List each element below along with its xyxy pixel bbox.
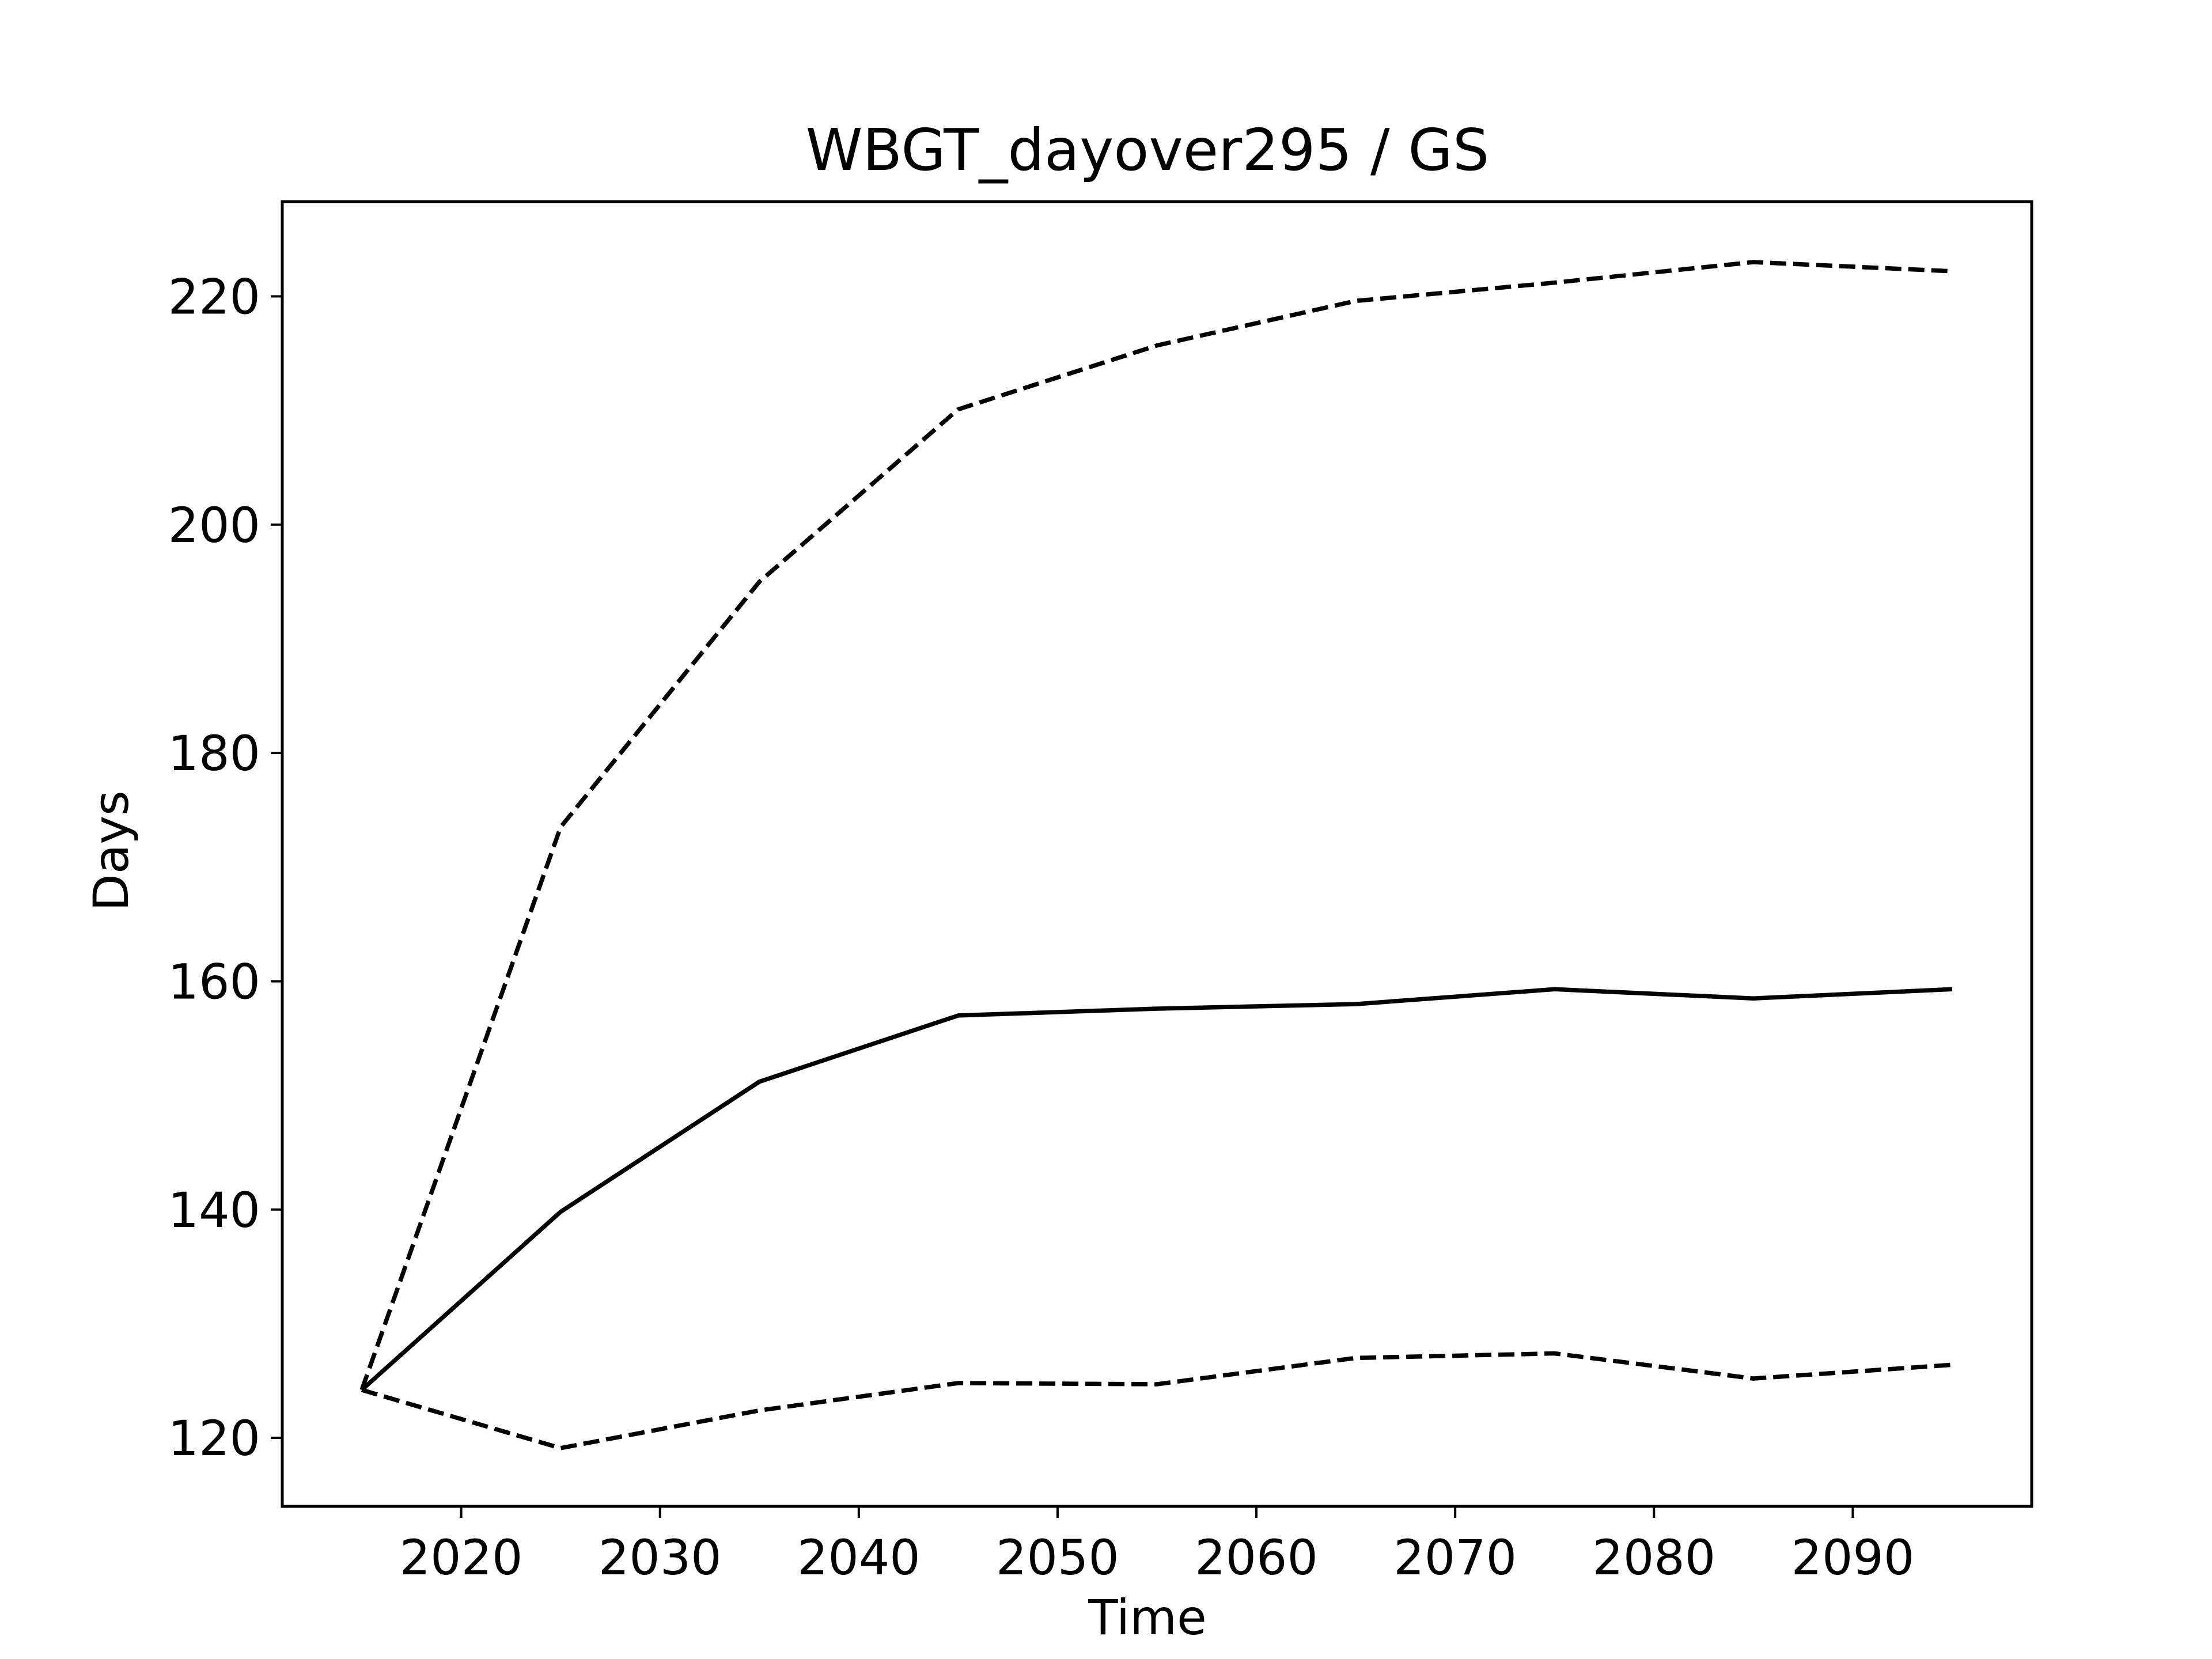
y-tick-label: 200 xyxy=(168,497,260,554)
x-axis-title: Time xyxy=(1088,1589,1207,1646)
x-tick-label: 2070 xyxy=(1393,1529,1517,1586)
y-axis-title: Days xyxy=(83,790,139,911)
y-tick-label: 160 xyxy=(168,953,260,1010)
series-line-1 xyxy=(359,260,1953,1391)
series-line-2 xyxy=(360,987,1953,1392)
series-layer xyxy=(359,260,1953,1450)
x-axis-ticks: 2020 2030 2040 2050 2060 2070 2080 2090 xyxy=(400,1506,1915,1586)
y-tick-label: 220 xyxy=(168,268,260,325)
x-tick-label: 2040 xyxy=(797,1529,921,1586)
x-tick-label: 2080 xyxy=(1592,1529,1715,1586)
y-tick-label: 120 xyxy=(168,1410,260,1467)
x-tick-label: 2020 xyxy=(400,1529,523,1586)
y-tick-label: 140 xyxy=(168,1182,260,1238)
y-axis-ticks: 120 140 160 180 200 220 xyxy=(168,268,282,1467)
chart-title: WBGT_dayover295 / GS xyxy=(806,116,1490,184)
x-tick-label: 2030 xyxy=(599,1529,722,1586)
x-tick-label: 2090 xyxy=(1791,1529,1915,1586)
y-tick-label: 180 xyxy=(168,725,260,782)
plot-frame xyxy=(281,200,2033,1508)
x-tick-label: 2060 xyxy=(1195,1529,1318,1586)
x-tick-label: 2050 xyxy=(996,1529,1119,1586)
series-line-3 xyxy=(361,1351,1953,1450)
